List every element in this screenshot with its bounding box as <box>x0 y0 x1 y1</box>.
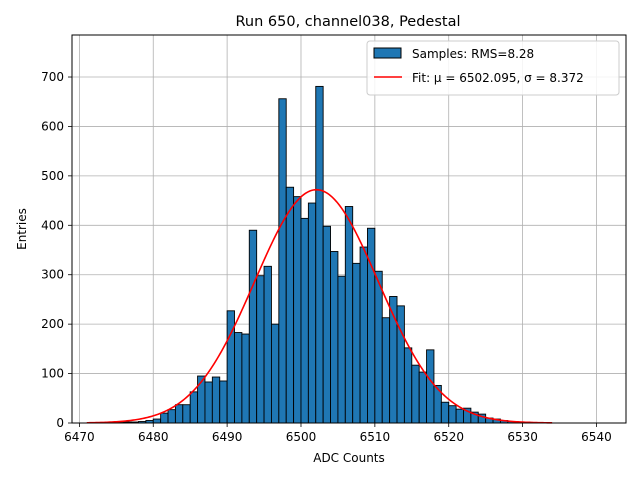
histogram-bar <box>404 348 411 423</box>
histogram-bar <box>367 228 374 423</box>
histogram-bar <box>360 247 367 423</box>
chart-title: Run 650, channel038, Pedestal <box>235 14 460 30</box>
histogram-bar <box>331 251 338 423</box>
histogram-bar <box>316 86 323 423</box>
histogram-bar <box>294 197 301 423</box>
histogram-bar <box>161 413 168 423</box>
x-tick-label: 6480 <box>138 430 169 444</box>
histogram-bar <box>168 410 175 423</box>
histogram-bar <box>286 187 293 423</box>
x-axis-label: ADC Counts <box>313 451 385 465</box>
histogram-bar <box>353 263 360 423</box>
histogram-bar <box>183 405 190 423</box>
histogram-bar <box>249 230 256 423</box>
y-tick-label: 200 <box>41 317 64 331</box>
histogram-bar <box>382 318 389 423</box>
y-tick-label: 300 <box>41 268 64 282</box>
x-tick-label: 6530 <box>507 430 538 444</box>
histogram-bar <box>271 324 278 423</box>
histogram-bar <box>323 226 330 423</box>
histogram-bar <box>427 350 434 423</box>
y-tick-label: 400 <box>41 218 64 232</box>
histogram-bar <box>456 409 463 423</box>
y-tick-label: 0 <box>56 416 64 430</box>
x-tick-label: 6500 <box>286 430 317 444</box>
histogram-bar <box>190 392 197 423</box>
histogram-bar <box>338 276 345 423</box>
x-tick-label: 6520 <box>433 430 464 444</box>
histogram-bar <box>220 381 227 423</box>
histogram-bar <box>375 271 382 423</box>
y-tick-label: 100 <box>41 367 64 381</box>
histogram-bar <box>397 306 404 423</box>
histogram-bar <box>212 377 219 423</box>
histogram-bar <box>242 334 249 423</box>
x-tick-label: 6490 <box>212 430 243 444</box>
histogram-bar <box>279 99 286 423</box>
histogram-bar <box>153 419 160 423</box>
histogram-bar <box>308 203 315 423</box>
histogram-bar <box>441 402 448 423</box>
legend-label-fit: Fit: μ = 6502.095, σ = 8.372 <box>412 71 584 85</box>
x-tick-label: 6470 <box>64 430 95 444</box>
y-tick-label: 500 <box>41 169 64 183</box>
histogram-bar <box>264 266 271 423</box>
legend: Samples: RMS=8.28 Fit: μ = 6502.095, σ =… <box>367 41 619 95</box>
x-tick-label: 6540 <box>581 430 612 444</box>
x-tick-label: 6510 <box>360 430 391 444</box>
y-tick-label: 600 <box>41 119 64 133</box>
histogram-bar <box>235 333 242 423</box>
histogram-bar <box>412 365 419 423</box>
histogram-bar <box>345 207 352 423</box>
y-tick-label: 700 <box>41 70 64 84</box>
histogram-bar <box>419 372 426 423</box>
y-axis-label: Entries <box>15 208 29 250</box>
histogram-bar <box>301 218 308 423</box>
histogram-bar <box>175 405 182 423</box>
histogram-bar <box>205 382 212 423</box>
legend-swatch-samples <box>374 48 401 58</box>
histogram-bar <box>449 406 456 423</box>
legend-label-samples: Samples: RMS=8.28 <box>412 47 534 61</box>
histogram-bar <box>257 276 264 423</box>
